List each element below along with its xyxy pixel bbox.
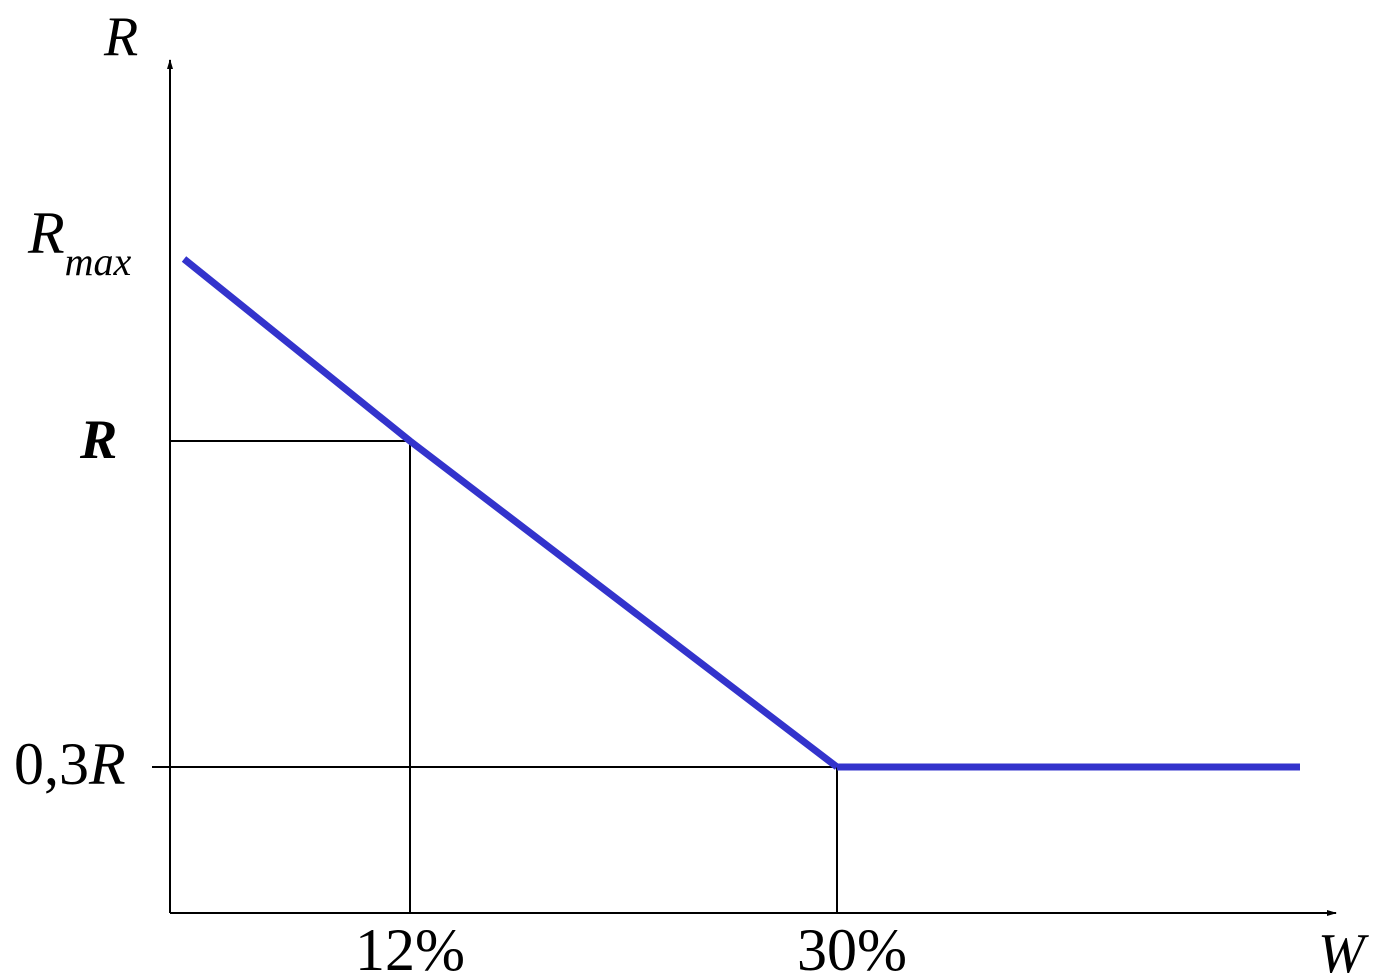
series-line-sloped: [181, 256, 840, 770]
y-axis-label: R: [103, 6, 138, 68]
y-tick-rmax-main: R: [27, 200, 65, 266]
y-tick-low-prefix: 0,3: [14, 731, 89, 797]
x-tick-30: 30%: [797, 917, 907, 978]
guide-lines: [152, 440, 838, 913]
y-tick-low-var: R: [88, 731, 126, 797]
y-tick-rmax-sub: max: [65, 239, 132, 284]
x-axis-label: W: [1318, 923, 1369, 978]
y-tick-rmax: Rmax: [27, 200, 132, 284]
series-group: [181, 256, 1300, 771]
x-tick-12: 12%: [355, 917, 465, 978]
y-tick-low: 0,3R: [14, 731, 126, 797]
y-tick-r-highlight: R: [79, 409, 117, 471]
